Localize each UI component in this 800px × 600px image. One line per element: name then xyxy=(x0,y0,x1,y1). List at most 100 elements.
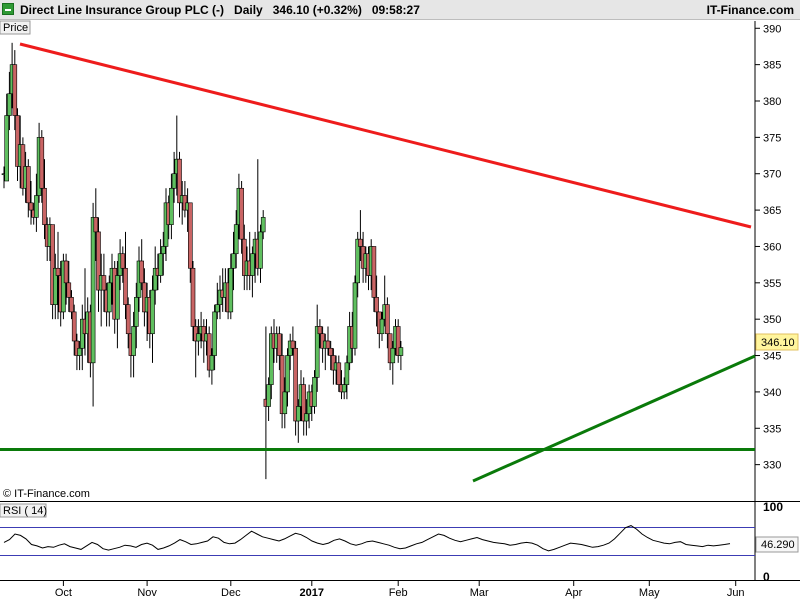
candle-body-down xyxy=(328,347,334,356)
candle-body-up xyxy=(152,267,158,291)
candle xyxy=(52,253,58,320)
candle-body-down xyxy=(301,384,307,422)
candle-body-down xyxy=(206,333,212,371)
candle-body-down xyxy=(293,347,298,422)
rsi-last-label: 46.290 xyxy=(761,539,795,551)
candle xyxy=(96,217,101,312)
candle-body-down xyxy=(317,326,323,335)
rsi-tick-label: 0 xyxy=(763,570,770,584)
candle-body-up xyxy=(61,260,66,313)
candle xyxy=(115,261,120,349)
price-pane-title: Price xyxy=(3,22,28,34)
candle xyxy=(268,326,274,400)
candle-body-down xyxy=(139,260,144,284)
candle-body-down xyxy=(28,202,34,211)
candle-body-up xyxy=(52,267,58,305)
candle-body-up xyxy=(196,333,201,342)
price-change: 346.10 (+0.32%) xyxy=(272,3,362,17)
price-tick-label: 375 xyxy=(763,132,781,144)
candle xyxy=(312,370,317,414)
candle xyxy=(161,231,166,276)
candle-body-up xyxy=(355,238,361,284)
time-tick-label: May xyxy=(639,587,660,599)
candle xyxy=(196,319,201,356)
candle xyxy=(395,319,401,363)
candle xyxy=(139,239,144,291)
candle xyxy=(61,253,66,320)
last-price-label: 346.10 xyxy=(761,337,795,349)
candle-body-down xyxy=(395,326,401,356)
candle-body-down xyxy=(123,267,128,305)
candle-body-down xyxy=(25,166,31,204)
support-trendline[interactable] xyxy=(472,354,756,483)
candle xyxy=(293,341,298,436)
candle xyxy=(295,399,301,443)
timestamp: 09:58:27 xyxy=(371,3,420,17)
candle-body-up xyxy=(228,267,234,313)
candlestick-series xyxy=(1,42,404,480)
time-tick-label: Mar xyxy=(470,587,489,599)
rsi-pane-label: RSI ( 14) xyxy=(0,503,47,518)
candle xyxy=(233,210,239,269)
candle-body-down xyxy=(242,238,247,276)
price-pane-background xyxy=(0,21,755,501)
candle-body-up xyxy=(379,318,385,335)
candle-body-up xyxy=(215,304,220,313)
candle xyxy=(123,231,128,320)
candle-body-down xyxy=(96,231,101,291)
period-label: Daily xyxy=(234,3,263,17)
candle-body-up xyxy=(304,413,309,422)
rsi-last-marker: 46.290 xyxy=(755,536,799,553)
candle xyxy=(177,151,182,218)
price-tick-label: 380 xyxy=(763,96,781,108)
candle-body-up xyxy=(169,187,174,225)
candle-body-up xyxy=(295,406,301,422)
candle xyxy=(134,282,139,349)
candle xyxy=(212,304,217,371)
candle-body-down xyxy=(290,340,296,349)
candle-body-down xyxy=(336,362,342,385)
price-tick-label: 355 xyxy=(763,278,781,290)
candle-body-down xyxy=(188,202,193,269)
candle-body-down xyxy=(239,187,244,240)
candle xyxy=(93,188,99,261)
candle-body-up xyxy=(282,391,288,415)
price-tick-label: 360 xyxy=(763,241,781,253)
candle xyxy=(12,50,18,131)
candle-body-down xyxy=(120,253,126,269)
candle xyxy=(39,130,45,203)
resistance-trendline[interactable] xyxy=(19,42,752,229)
candle xyxy=(55,231,61,320)
candle xyxy=(374,275,379,327)
candle xyxy=(355,231,361,298)
candle-body-down xyxy=(385,304,390,335)
candle-body-up xyxy=(312,377,317,407)
candle xyxy=(285,348,290,407)
candle-body-up xyxy=(77,347,82,356)
candle-body-down xyxy=(66,282,72,298)
candle-body-up xyxy=(115,275,120,320)
candle xyxy=(352,275,358,356)
last-price-marker: 346.10 xyxy=(755,333,799,351)
candle xyxy=(206,326,212,378)
price-tick-label: 330 xyxy=(763,460,781,472)
time-axis: Oct Nov Dec 2017 Feb Mar Apr May Jun xyxy=(55,581,745,599)
candle xyxy=(150,275,155,363)
time-tick-label: Jun xyxy=(727,587,745,599)
time-tick-label: 2017 xyxy=(300,587,324,599)
rsi-tick-label: 100 xyxy=(763,500,783,514)
candle xyxy=(188,202,193,283)
candle xyxy=(101,253,107,312)
time-tick-label: Dec xyxy=(221,587,241,599)
price-tick-label: 335 xyxy=(763,423,781,435)
candle xyxy=(279,333,285,429)
candle-body-up xyxy=(131,326,136,356)
candle xyxy=(260,210,266,240)
candle xyxy=(341,377,347,400)
app-logo-icon xyxy=(2,3,14,15)
candle-body-down xyxy=(279,355,285,415)
candle-body-down xyxy=(101,275,107,291)
price-tick-label: 370 xyxy=(763,169,781,181)
candle xyxy=(231,231,236,291)
